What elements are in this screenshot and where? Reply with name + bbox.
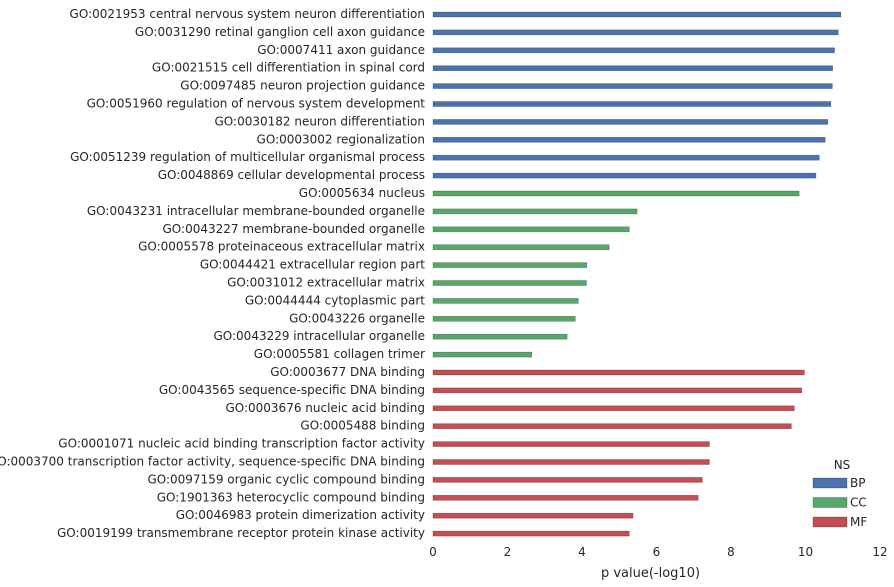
category-label: GO:0005488 binding xyxy=(300,419,425,433)
legend-items: BP CC MF xyxy=(812,476,867,529)
x-tick-label: 0 xyxy=(429,545,437,559)
x-tick-label: 12 xyxy=(872,545,887,559)
legend-label-bp: BP xyxy=(850,476,865,490)
bar-mf xyxy=(432,405,795,412)
bar-mf xyxy=(432,387,803,394)
category-label: GO:0031012 extracellular matrix xyxy=(227,276,425,290)
category-label: GO:0003677 DNA binding xyxy=(270,365,425,379)
category-label: GO:0003676 nucleic acid binding xyxy=(225,401,425,415)
category-label: GO:0097159 organic cyclic compound bindi… xyxy=(147,472,425,486)
bar-bp xyxy=(432,154,820,161)
bar-cc xyxy=(432,226,630,233)
bar-mf xyxy=(432,530,630,537)
category-labels: GO:0021953 central nervous system neuron… xyxy=(0,7,425,540)
bar-mf xyxy=(432,494,699,501)
bar-mf xyxy=(432,423,792,430)
x-tick-label: 2 xyxy=(504,545,512,559)
legend-swatch-cc xyxy=(812,497,848,508)
category-label: GO:0003002 regionalization xyxy=(257,132,425,146)
category-label: GO:0005578 proteinaceous extracellular m… xyxy=(138,240,425,254)
bar-bp xyxy=(432,47,835,54)
bar-cc xyxy=(432,298,579,304)
category-label: GO:1901363 heterocyclic compound binding xyxy=(157,490,425,504)
bar-bp xyxy=(432,172,817,179)
category-label: GO:0030182 neuron differentiation xyxy=(215,114,426,128)
category-label: GO:0005581 collagen trimer xyxy=(254,347,425,361)
category-label: GO:0048869 cellular developmental proces… xyxy=(158,168,425,182)
bar-bp xyxy=(432,137,826,143)
legend-swatch-bp xyxy=(812,477,848,489)
legend: NS BP CC MF xyxy=(812,458,867,529)
bar-mf xyxy=(432,459,710,465)
category-label: GO:0051960 regulation of nervous system … xyxy=(87,97,426,111)
category-label: GO:0043227 membrane-bounded organelle xyxy=(163,222,426,236)
category-label: GO:0043226 organelle xyxy=(289,311,425,325)
bar-bp xyxy=(432,29,839,36)
x-tick-label: 8 xyxy=(727,545,735,559)
bar-cc xyxy=(432,333,568,340)
bar-cc xyxy=(432,208,638,215)
category-label: GO:0031290 retinal ganglion cell axon gu… xyxy=(135,25,425,39)
bar-cc xyxy=(432,190,800,197)
bar-bp xyxy=(432,101,832,107)
legend-label-mf: MF xyxy=(850,515,867,529)
bar-mf xyxy=(432,441,710,447)
category-label: GO:0007411 axon guidance xyxy=(257,43,425,57)
bar-mf xyxy=(432,369,805,376)
bar-cc xyxy=(432,315,576,322)
bar-cc xyxy=(432,351,533,358)
x-tick-label: 10 xyxy=(798,545,813,559)
x-tick-label: 4 xyxy=(578,545,586,559)
bars xyxy=(432,11,842,537)
bar-cc xyxy=(432,244,610,250)
legend-swatch-mf xyxy=(812,516,848,528)
bar-bp xyxy=(432,119,829,125)
bar-mf xyxy=(432,512,634,519)
category-label: GO:0097485 neuron projection guidance xyxy=(180,79,425,93)
category-label: GO:0043229 intracellular organelle xyxy=(213,329,425,343)
legend-label-cc: CC xyxy=(850,496,867,510)
category-label: GO:0043231 intracellular membrane-bounde… xyxy=(87,204,425,218)
category-label: GO:0005634 nucleus xyxy=(299,186,425,200)
x-axis-title: p value(-log10) xyxy=(601,566,700,581)
bar-cc xyxy=(432,280,587,286)
x-axis: 0 2 4 6 8 10 12 xyxy=(429,545,887,559)
category-label: GO:0003700 transcription factor activity… xyxy=(0,455,425,469)
bar-bp xyxy=(432,11,842,18)
bar-cc xyxy=(432,262,588,268)
category-label: GO:0043565 sequence-specific DNA binding xyxy=(159,383,425,397)
category-label: GO:0001071 nucleic acid binding transcri… xyxy=(58,437,425,451)
category-label: GO:0019199 transmembrane receptor protei… xyxy=(57,526,425,540)
category-label: GO:0021953 central nervous system neuron… xyxy=(70,7,425,21)
category-label: GO:0051239 regulation of multicellular o… xyxy=(70,150,425,164)
category-label: GO:0046983 protein dimerization activity xyxy=(176,508,425,522)
bar-bp xyxy=(432,65,833,71)
x-tick-label: 6 xyxy=(653,545,661,559)
category-label: GO:0044421 extracellular region part xyxy=(200,258,425,272)
bar-mf xyxy=(432,477,703,483)
category-label: GO:0021515 cell differentiation in spina… xyxy=(152,61,425,75)
bar-bp xyxy=(432,83,833,89)
legend-title: NS xyxy=(834,458,851,472)
category-label: GO:0044444 cytoplasmic part xyxy=(245,293,425,307)
